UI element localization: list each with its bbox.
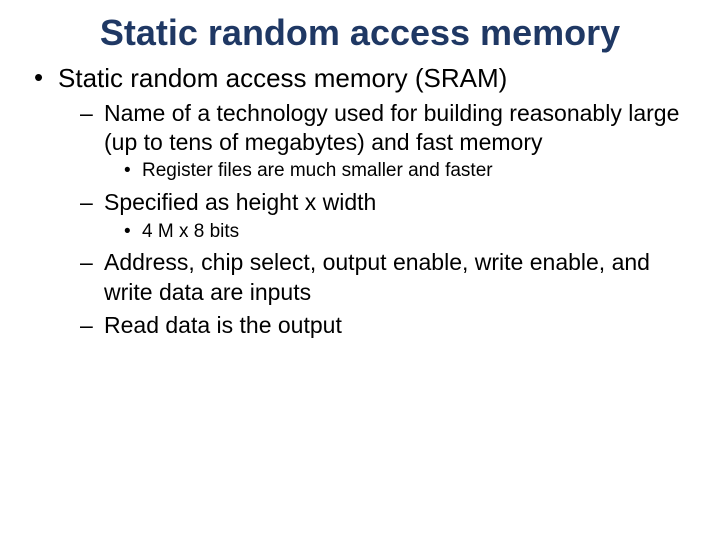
bullet-list-lvl3: Register files are much smaller and fast… (104, 159, 696, 184)
bullet-text: Address, chip select, output enable, wri… (104, 249, 650, 304)
bullet-lvl3: Register files are much smaller and fast… (124, 159, 696, 184)
bullet-text: 4 M x 8 bits (142, 221, 239, 242)
slide: Static random access memory Static rando… (0, 0, 720, 540)
bullet-text: Name of a technology used for building r… (104, 100, 679, 155)
bullet-lvl2: Name of a technology used for building r… (80, 99, 696, 185)
bullet-list-lvl2: Name of a technology used for building r… (58, 99, 696, 341)
bullet-lvl2: Address, chip select, output enable, wri… (80, 248, 696, 307)
bullet-text: Register files are much smaller and fast… (142, 160, 493, 181)
bullet-text: Specified as height x width (104, 189, 376, 215)
bullet-lvl3: 4 M x 8 bits (124, 220, 696, 245)
bullet-text: Read data is the output (104, 312, 342, 338)
bullet-list-lvl3: 4 M x 8 bits (104, 220, 696, 245)
bullet-list-lvl1: Static random access memory (SRAM) Name … (24, 62, 696, 341)
bullet-lvl2: Read data is the output (80, 311, 696, 340)
bullet-lvl1: Static random access memory (SRAM) Name … (30, 62, 696, 341)
bullet-lvl2: Specified as height x width 4 M x 8 bits (80, 188, 696, 244)
slide-title: Static random access memory (24, 12, 696, 54)
bullet-text: Static random access memory (SRAM) (58, 63, 507, 93)
